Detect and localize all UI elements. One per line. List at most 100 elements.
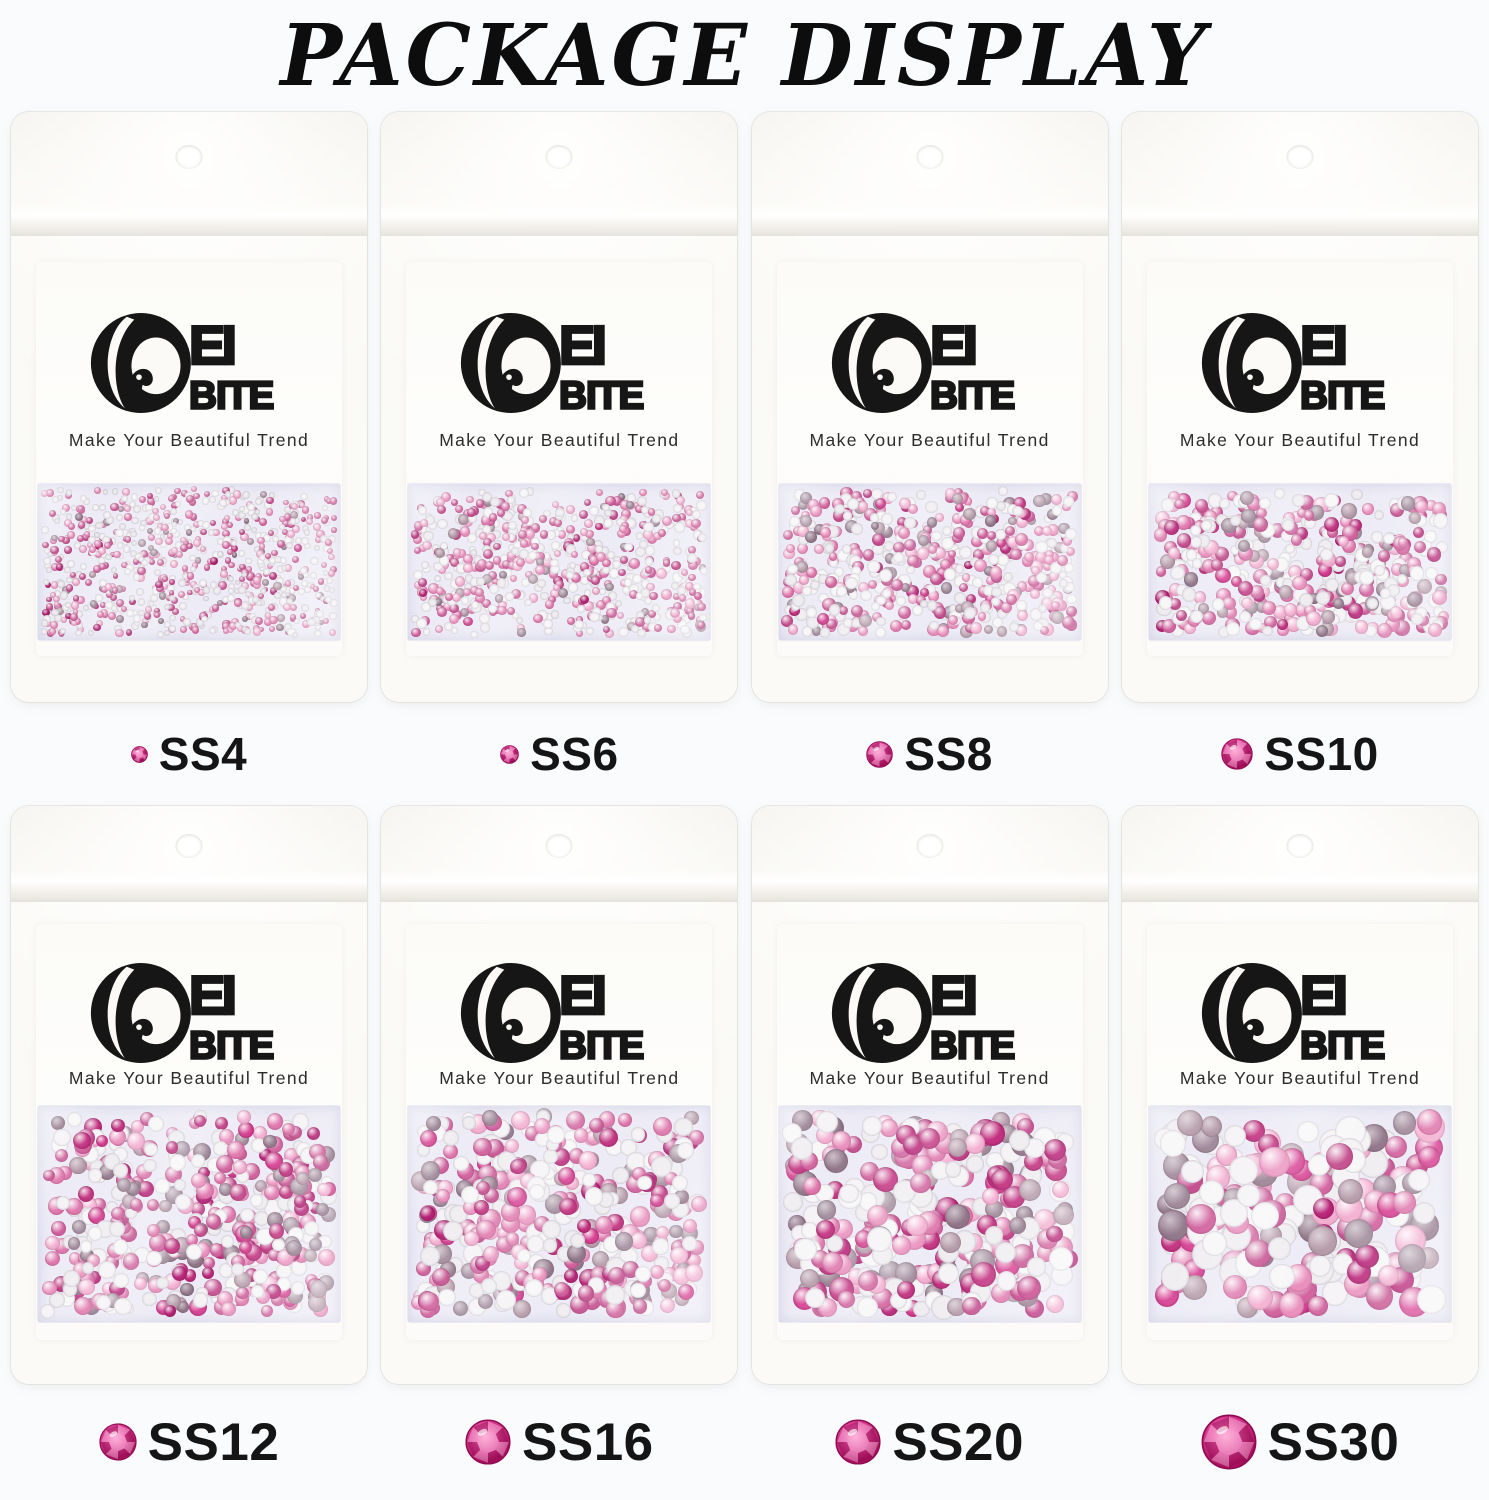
rhinestone: [153, 496, 160, 502]
rhinestone: [310, 556, 319, 565]
rhinestone: [969, 621, 983, 635]
rhinestone: [1041, 525, 1053, 537]
rhinestone: [450, 498, 459, 506]
rhinestone: [557, 530, 567, 539]
rhinestone: [474, 1200, 489, 1215]
rhinestone: [163, 630, 170, 637]
rhinestone: [876, 595, 886, 606]
rhinestone: [826, 618, 837, 630]
rhinestone: [420, 593, 428, 601]
rhinestone: [506, 495, 515, 504]
rhinestone: [227, 626, 235, 634]
rhinestone: [595, 1216, 613, 1234]
zip-seal: [11, 204, 367, 236]
rhinestone: [313, 511, 322, 519]
rhinestone: [1056, 555, 1068, 567]
rhinestone: [1065, 528, 1078, 541]
rhinestone: [313, 523, 321, 531]
rhinestone: [184, 576, 190, 583]
rhinestone: [478, 524, 486, 532]
rhinestone: [255, 549, 265, 558]
rhinestone: [1159, 596, 1173, 610]
rhinestone: [867, 1227, 892, 1252]
rhinestone: [98, 547, 107, 556]
rhinestone: [179, 543, 188, 552]
rhinestone: [47, 551, 53, 558]
rhinestone: [550, 558, 559, 568]
brand-logo-graphic: EI BITE: [89, 958, 289, 1068]
rhinestone: [782, 586, 794, 599]
rhinestone: [618, 493, 626, 501]
rhinestone: [265, 508, 273, 516]
rhinestone: [466, 495, 474, 504]
rhinestone: [1059, 543, 1070, 553]
rhinestone: [977, 528, 989, 540]
rhinestone: [112, 1239, 128, 1255]
rhinestone: [966, 574, 977, 586]
rhinestone: [655, 1225, 670, 1240]
hang-hole: [916, 834, 944, 858]
rhinestone: [608, 510, 619, 520]
rhinestone: [96, 610, 105, 619]
rhinestone: [635, 592, 643, 600]
rhinestone: [94, 593, 104, 603]
svg-text:EI: EI: [1300, 964, 1345, 1026]
rhinestone: [298, 588, 306, 596]
rhinestone: [192, 1292, 209, 1308]
rhinestone: [326, 548, 333, 554]
rhinestone: [1009, 1217, 1027, 1234]
rhinestone: [467, 507, 477, 517]
rhinestone: [300, 493, 308, 501]
rhinestone: [45, 1235, 60, 1251]
rhinestone: [1008, 516, 1017, 526]
rhinestone: [243, 627, 252, 636]
rhinestone: [292, 524, 301, 533]
rhinestone: [870, 521, 880, 531]
rhinestone: [1039, 625, 1050, 635]
rhinestone: [1059, 579, 1068, 589]
rhinestone: [242, 490, 251, 499]
rhinestone: [307, 1127, 321, 1141]
rhinestone: [186, 495, 195, 504]
rhinestone: [202, 1266, 215, 1280]
rhinestone: [1367, 598, 1379, 609]
rhinestone: [124, 536, 132, 543]
rhinestone: [626, 518, 637, 528]
rhinestone-gem-icon: [1201, 1414, 1257, 1470]
rhinestone: [122, 1253, 140, 1271]
rhinestone: [283, 499, 289, 506]
rhinestone: [44, 1251, 60, 1267]
rhinestone: [635, 532, 644, 540]
rhinestone: [577, 1284, 595, 1302]
hang-hole: [1286, 145, 1314, 169]
svg-text:EI: EI: [559, 964, 604, 1026]
rhinestone-gem-icon: [835, 1419, 881, 1465]
rhinestone: [845, 576, 858, 590]
rhinestone: [420, 519, 429, 528]
rhinestone: [106, 591, 113, 598]
rhinestone: [533, 614, 543, 624]
rhinestone: [229, 622, 237, 630]
rhinestone: [534, 584, 543, 593]
rhinestone: [57, 535, 65, 543]
rhinestone: [40, 628, 47, 635]
rhinestone: [1042, 561, 1053, 571]
package-row-top: EI BITE Make Your Beautiful Trend EI BIT…: [0, 112, 1489, 702]
rhinestone: [985, 592, 997, 604]
rhinestone: [160, 582, 169, 591]
rhinestone: [277, 540, 286, 549]
rhinestone: [641, 622, 652, 633]
rhinestone: [50, 563, 59, 571]
rhinestone: [179, 615, 186, 622]
rhinestone: [111, 1206, 125, 1221]
package-row-bottom: EI BITE Make Your Beautiful Trend EI BIT…: [0, 806, 1489, 1384]
rhinestone: [116, 599, 125, 607]
rhinestone: [1063, 536, 1073, 546]
rhinestone: [926, 599, 938, 611]
rhinestone: [697, 602, 706, 612]
rhinestone: [188, 554, 196, 562]
rhinestone: [170, 560, 178, 569]
rhinestone: [237, 1121, 254, 1138]
rhinestone: [836, 586, 847, 597]
rhinestone: [944, 488, 956, 500]
